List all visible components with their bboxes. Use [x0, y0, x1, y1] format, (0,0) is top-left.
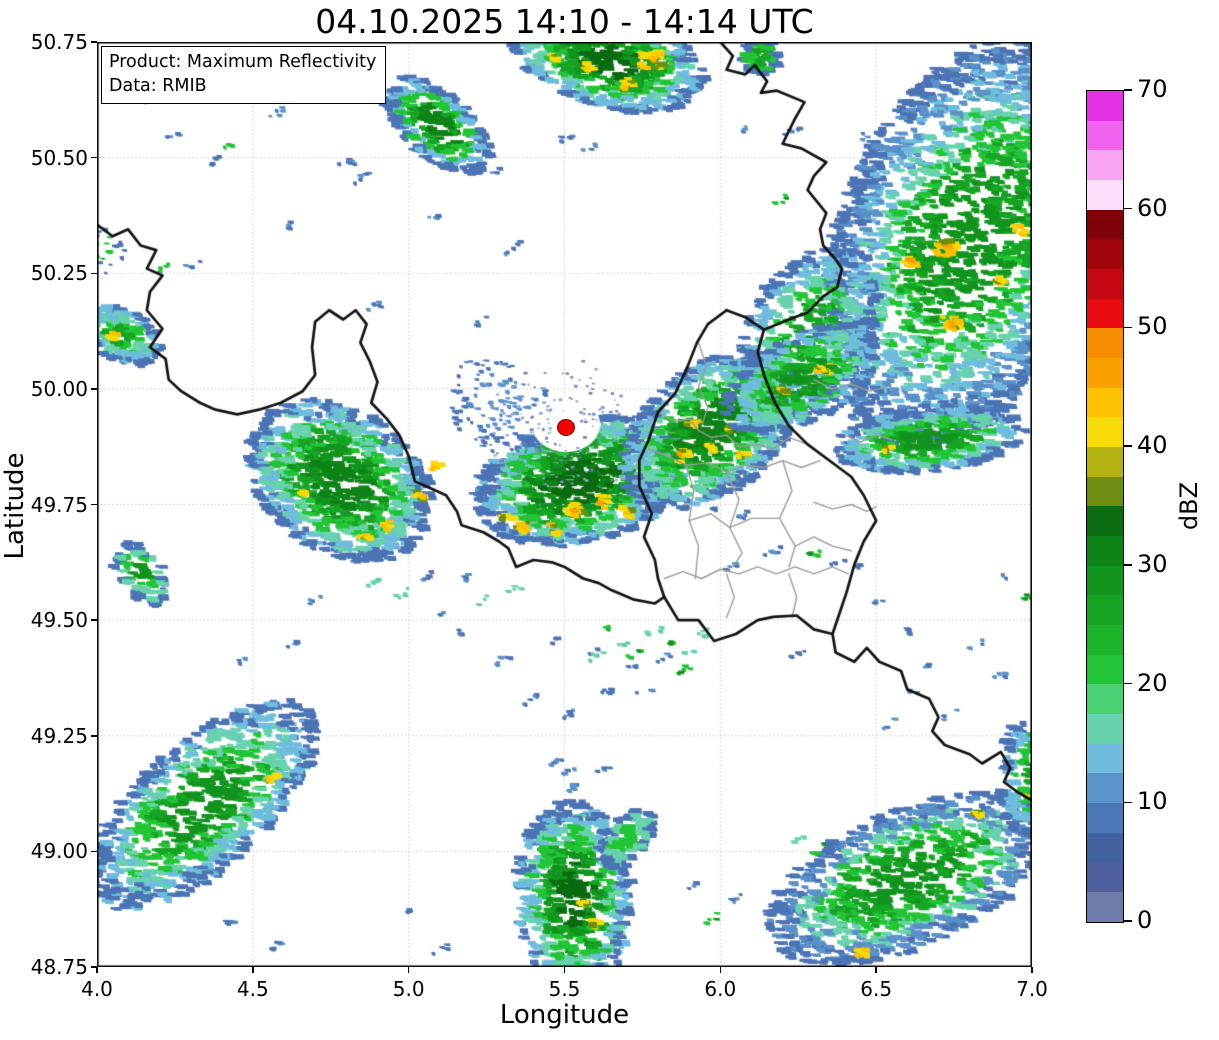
colorbar-segment	[1087, 595, 1123, 626]
colorbar-segment	[1087, 358, 1123, 388]
colorbar-tick-mark	[1124, 89, 1132, 91]
colorbar-segment	[1087, 684, 1123, 715]
product-line: Product: Maximum Reflectivity	[109, 52, 377, 72]
product-info-box: Product: Maximum Reflectivity Data: RMIB	[101, 46, 387, 105]
y-tick-label: 50.50	[30, 145, 88, 170]
x-tick-label: 5.5	[548, 977, 581, 1001]
x-tick-label: 7.0	[1016, 977, 1048, 1001]
colorbar-segment	[1087, 180, 1123, 210]
plot-area: Product: Maximum Reflectivity Data: RMIB	[97, 42, 1032, 967]
colorbar-tick-label: 50	[1137, 312, 1168, 341]
colorbar-tick-label: 40	[1137, 431, 1168, 460]
x-tick-mark	[96, 967, 98, 973]
x-tick-mark	[719, 967, 722, 973]
colorbar-segment	[1087, 91, 1123, 121]
colorbar-label: dBZ	[1175, 481, 1203, 531]
y-tick-label: 49.50	[30, 608, 88, 633]
y-tick-label: 50.75	[30, 30, 88, 54]
y-tick-mark	[91, 966, 97, 968]
colorbar-segment	[1087, 743, 1123, 774]
colorbar-segment	[1087, 150, 1123, 181]
colorbar-tick-mark	[1124, 682, 1132, 685]
colorbar-segment	[1087, 120, 1123, 151]
colorbar	[1086, 90, 1124, 923]
colorbar-segment	[1087, 447, 1123, 477]
colorbar-segment	[1087, 476, 1123, 507]
colorbar-segment	[1087, 536, 1123, 566]
colorbar-segment	[1087, 832, 1123, 863]
colorbar-tick-label: 60	[1137, 193, 1168, 222]
y-tick-label: 49.25	[30, 723, 88, 748]
y-tick-label: 50.00	[30, 376, 88, 401]
colorbar-segment	[1087, 625, 1123, 655]
colorbar-segment	[1087, 714, 1123, 744]
y-tick-mark	[91, 735, 97, 737]
x-tick-label: 4.5	[236, 977, 269, 1001]
colorbar-segment	[1087, 862, 1123, 893]
y-tick-label: 49.75	[30, 492, 88, 517]
colorbar-tick-mark	[1124, 564, 1132, 566]
colorbar-segment	[1087, 892, 1123, 922]
colorbar-tick-mark	[1124, 207, 1132, 210]
colorbar-tick-label: 30	[1137, 549, 1168, 578]
colorbar-segment	[1087, 654, 1123, 685]
y-tick-mark	[91, 41, 97, 43]
x-tick-mark	[875, 967, 877, 973]
colorbar-segment	[1087, 773, 1123, 804]
radar-map-canvas	[97, 42, 1032, 967]
x-tick-mark	[563, 967, 566, 973]
y-tick-mark	[91, 156, 97, 159]
radar-site-marker	[556, 419, 575, 437]
colorbar-segment	[1087, 417, 1123, 448]
colorbar-segment	[1087, 387, 1123, 418]
y-tick-mark	[91, 503, 97, 506]
y-tick-label: 50.25	[30, 261, 88, 286]
y-tick-mark	[91, 619, 97, 621]
colorbar-segment	[1087, 209, 1123, 240]
colorbar-segment	[1087, 298, 1123, 329]
colorbar-segment	[1087, 269, 1123, 299]
colorbar-tick-label: 20	[1137, 668, 1168, 697]
colorbar-tick-mark	[1124, 801, 1132, 804]
colorbar-tick-label: 0	[1137, 906, 1153, 934]
colorbar-segment	[1087, 506, 1123, 537]
x-tick-mark	[252, 967, 254, 973]
x-tick-label: 6.0	[704, 977, 737, 1001]
x-axis-label: Longitude	[499, 1000, 630, 1030]
colorbar-segment	[1087, 328, 1123, 359]
colorbar-segment	[1087, 565, 1123, 596]
figure-title: 04.10.2025 14:10 - 14:14 UTC	[315, 2, 814, 41]
x-tick-label: 4.0	[81, 977, 113, 1001]
colorbar-tick-mark	[1124, 445, 1132, 447]
colorbar-segment	[1087, 803, 1123, 833]
colorbar-tick-mark	[1124, 920, 1132, 922]
y-tick-mark	[91, 850, 97, 853]
colorbar-tick-label: 70	[1137, 75, 1168, 103]
x-tick-label: 5.0	[392, 977, 425, 1001]
colorbar-tick-label: 10	[1137, 787, 1168, 816]
colorbar-segment	[1087, 239, 1123, 270]
y-tick-mark	[91, 388, 97, 390]
y-tick-label: 48.75	[30, 955, 88, 979]
x-tick-mark	[407, 967, 410, 973]
x-tick-label: 6.5	[860, 977, 893, 1001]
x-tick-mark	[1031, 967, 1033, 973]
colorbar-tick-mark	[1124, 326, 1132, 329]
data-source-line: Data: RMIB	[109, 76, 207, 97]
y-tick-mark	[91, 272, 97, 274]
y-tick-label: 49.00	[30, 839, 88, 864]
